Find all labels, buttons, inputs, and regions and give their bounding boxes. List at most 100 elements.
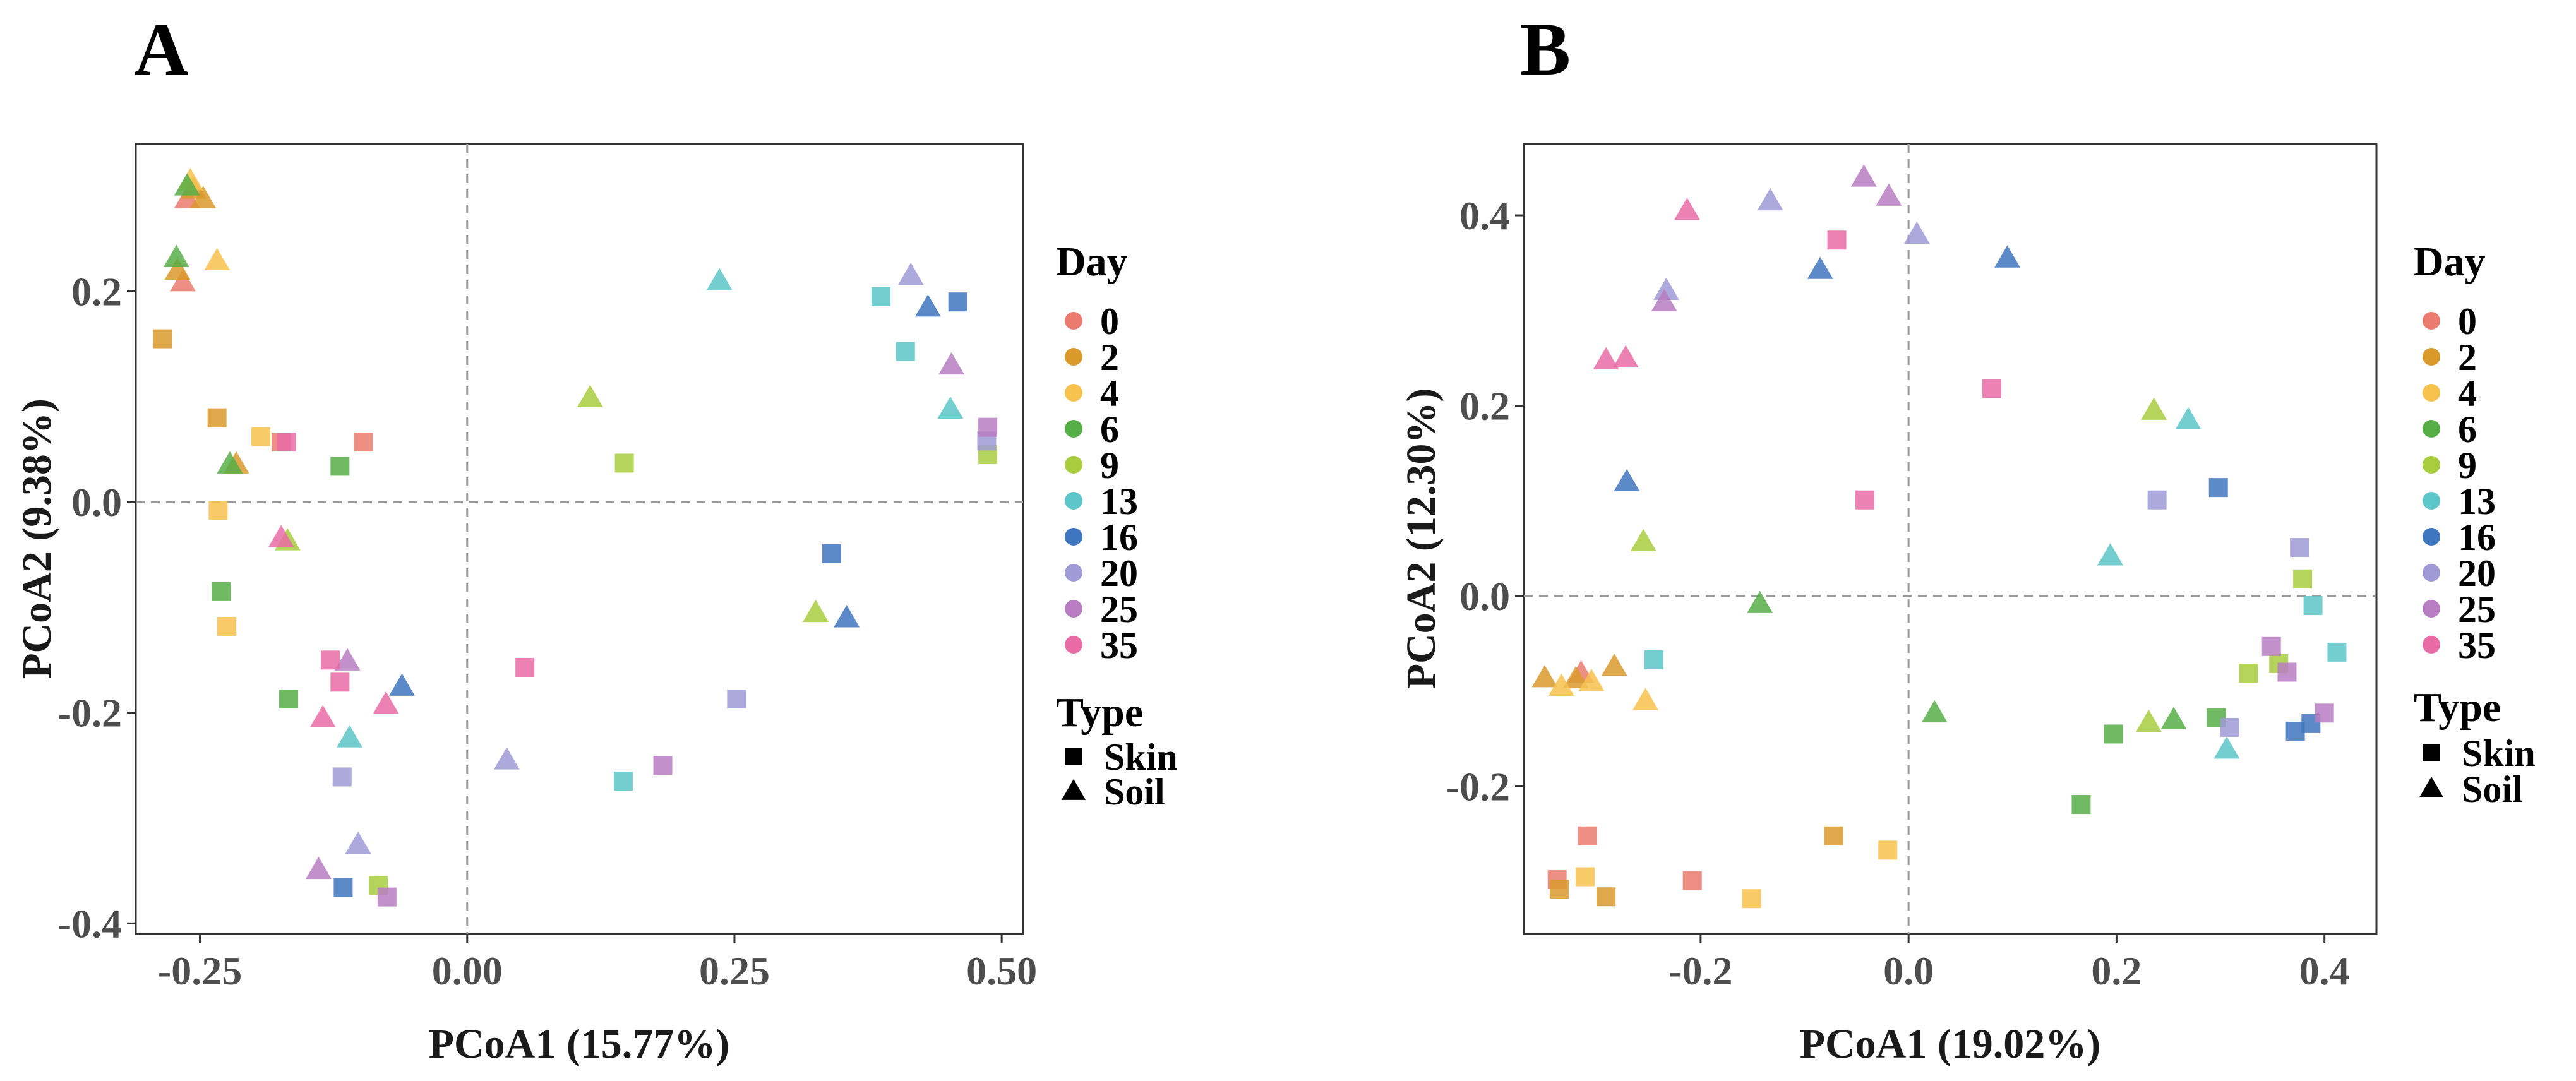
data-point [330, 672, 350, 692]
data-point [2135, 709, 2162, 732]
data-point [1747, 590, 1773, 613]
legend-day-label: 16 [1100, 517, 1138, 558]
legend-day-swatch [2423, 564, 2440, 582]
data-point [306, 856, 332, 880]
panel-b-axis-ticks: -0.2 0.0 0.2 0.4 -0.2 0.0 0.2 0.4 [1446, 193, 2350, 993]
legend-day-label: 4 [2458, 373, 2477, 414]
panel-a-legend-type-title: Type [1056, 690, 1143, 736]
legend-day-swatch [2423, 312, 2440, 330]
data-point [174, 173, 200, 196]
legend-type-label: Soil [1104, 771, 1165, 813]
legend-day-swatch [1065, 384, 1082, 402]
panel-b-y-axis-title: PCoA2 (12.30%) [1398, 388, 1444, 690]
data-point [204, 248, 231, 270]
data-point [2160, 707, 2187, 729]
panel-a-x-axis-title: PCoA1 (15.77%) [429, 1021, 730, 1067]
legend-day-label: 35 [2458, 624, 2496, 666]
legend-day-label: 6 [2458, 409, 2477, 450]
data-point [938, 352, 965, 375]
data-point [1653, 277, 1680, 300]
x-tick-label: -0.25 [158, 948, 242, 993]
legend-day-label: 35 [1100, 624, 1138, 666]
legend-day-label: 0 [2458, 301, 2477, 342]
panel-a-data-points [153, 167, 998, 907]
legend-type-swatch [2423, 744, 2440, 761]
data-point [153, 329, 172, 349]
panel-b-data-points [1531, 164, 2347, 909]
data-point [822, 544, 841, 563]
x-tick-label: 0.2 [2091, 948, 2142, 993]
data-point [1682, 871, 1702, 890]
data-point [2303, 596, 2323, 616]
legend-day-label: 13 [2458, 481, 2496, 522]
data-point [354, 433, 373, 452]
data-point [896, 342, 915, 361]
panel-b-plot-area [1523, 143, 2378, 935]
legend-day-label: 9 [1100, 445, 1119, 486]
data-point [1994, 245, 2021, 268]
data-point [1612, 345, 1639, 367]
data-point [164, 257, 191, 280]
data-point [978, 417, 998, 437]
y-tick-label: 0.2 [1459, 383, 1510, 428]
data-point [1549, 880, 1569, 899]
legend-day-swatch [1065, 600, 1082, 618]
data-point [332, 767, 352, 787]
data-point [2208, 478, 2228, 498]
data-point [330, 457, 350, 476]
data-point [1601, 654, 1627, 676]
data-point [2220, 717, 2239, 737]
data-point [2147, 490, 2167, 510]
data-point [1674, 198, 1700, 220]
data-point [279, 690, 299, 709]
data-point [1982, 379, 2001, 398]
panel-a-letter: A [134, 7, 189, 91]
legend-day-swatch [2423, 420, 2440, 438]
legend-day-swatch [2423, 636, 2440, 654]
legend-day-label: 20 [2458, 552, 2496, 594]
y-tick-label: 0.4 [1459, 193, 1510, 238]
data-point [515, 657, 535, 677]
y-tick-label: 0.0 [1459, 574, 1510, 619]
data-point [1578, 669, 1605, 691]
legend-day-label: 25 [1100, 588, 1138, 630]
data-point [337, 725, 363, 748]
data-point [2277, 662, 2297, 682]
panel-b-letter: B [1520, 7, 1571, 91]
data-point [613, 772, 633, 791]
data-point [1878, 840, 1898, 860]
legend-day-swatch [1065, 528, 1082, 546]
data-point [1903, 221, 1930, 244]
data-point [1824, 826, 1843, 845]
data-point [1807, 256, 1833, 279]
x-tick-label: 0.50 [966, 948, 1037, 993]
data-point [937, 396, 964, 419]
panel-b-zero-lines [1524, 144, 2376, 934]
x-tick-label: 0.00 [432, 948, 503, 993]
panel-b: B -0.2 0.0 0.2 0.4 -0.2 0.0 0.2 0.4 PCoA1 (19.0… [1398, 7, 2536, 1067]
x-tick-label: 0.4 [2299, 948, 2350, 993]
data-point [1850, 164, 1877, 187]
data-point [871, 287, 890, 306]
data-point [163, 244, 189, 267]
data-point [1651, 289, 1677, 312]
panel-a-y-axis-title: PCoA2 (9.38%) [14, 398, 60, 679]
data-point [170, 269, 196, 292]
legend-day-label: 20 [1100, 552, 1138, 594]
data-point [897, 263, 924, 285]
data-point [1593, 347, 1619, 369]
legend-day-swatch [1065, 564, 1082, 582]
legend-day-swatch [2423, 600, 2440, 618]
legend-type-label: Soil [2462, 768, 2523, 810]
data-point [334, 648, 361, 671]
data-point [268, 525, 294, 547]
data-point [2293, 569, 2313, 588]
legend-day-swatch [1065, 456, 1082, 474]
data-point [1921, 700, 1948, 723]
data-point [212, 582, 231, 601]
